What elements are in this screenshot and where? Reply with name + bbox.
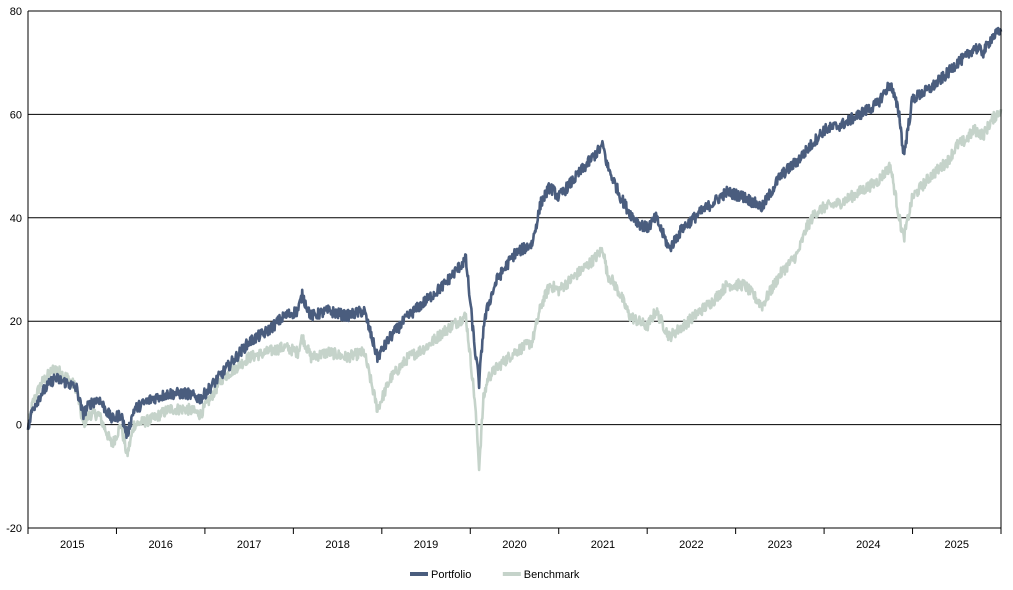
y-tick-label: 60 (10, 109, 22, 121)
x-tick-label-2018: 2018 (325, 539, 349, 551)
x-axis: 2015 2016 2017 2018 2019 2020 2021 2022 2023 2024… (27, 528, 1002, 551)
x-tick-label-2023: 2023 (768, 539, 792, 551)
y-tick-label: 80 (10, 6, 22, 18)
y-tick-label: 20 (10, 316, 22, 328)
x-tick-label-2021: 2021 (591, 539, 615, 551)
x-tick-label-2024: 2024 (856, 539, 880, 551)
x-tick-label-2019: 2019 (414, 539, 438, 551)
x-tick-label-2017: 2017 (237, 539, 261, 551)
x-tick-label-2025: 2025 (945, 539, 969, 551)
y-tick-label: 0 (16, 420, 22, 432)
y-tick-label: -20 (6, 523, 22, 535)
grid (28, 10, 1001, 529)
legend: Portfolio Benchmark (410, 569, 580, 581)
y-tick-label: 40 (10, 213, 22, 225)
x-tick-label-2015: 2015 (60, 539, 84, 551)
x-tick-label-2020: 2020 (502, 539, 526, 551)
legend-label-benchmark: Benchmark (524, 569, 580, 581)
y-axis: -20 0 20 40 60 80 (6, 6, 22, 535)
x-tick-label-2022: 2022 (679, 539, 703, 551)
plot-frame (27, 11, 1002, 529)
series-line-benchmark (26, 109, 1003, 472)
legend-label-portfolio: Portfolio (431, 569, 471, 581)
x-tick-label-2016: 2016 (148, 539, 172, 551)
series-line-portfolio (26, 26, 1003, 440)
series-layer (26, 26, 1003, 472)
